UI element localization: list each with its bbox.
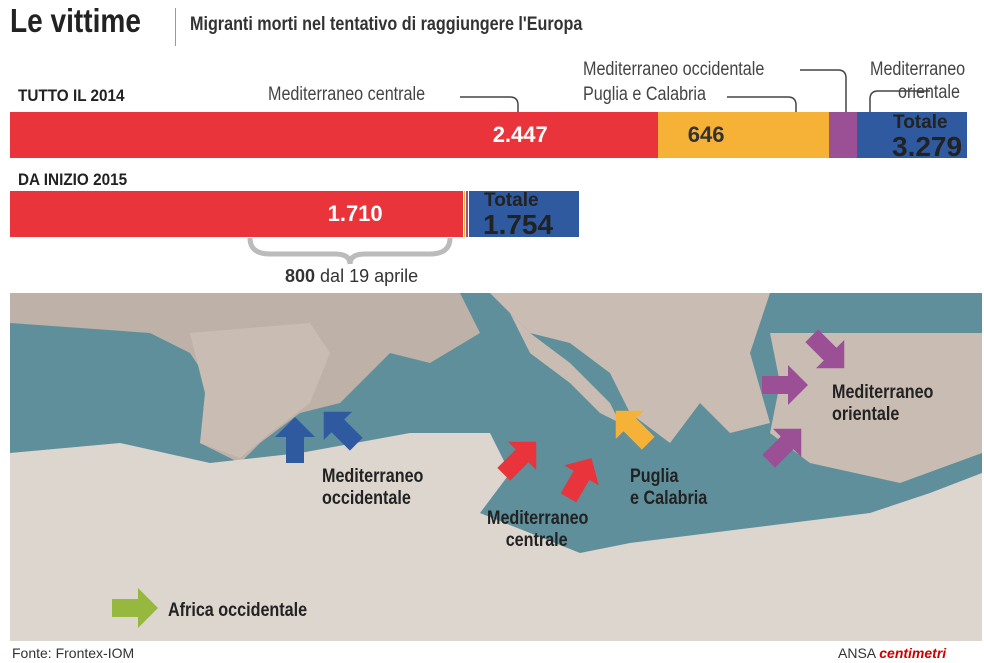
- map-label-eastern-1: Mediterraneo: [832, 382, 934, 403]
- bar-mediterraneo-orientale-1: [467, 191, 579, 237]
- total-label-2014: Totale: [893, 112, 948, 133]
- migration-arrow-icon: [615, 410, 655, 450]
- migration-arrow-icon: [560, 458, 599, 503]
- total-label-2015: Totale: [484, 190, 539, 211]
- title: Le vittime: [10, 2, 141, 39]
- label-western: Mediterraneo occidentale: [583, 59, 765, 80]
- land-africa: [10, 433, 982, 641]
- label-eastern-1: Mediterraneo: [870, 59, 966, 80]
- credit-centimetri: centimetri: [879, 645, 947, 661]
- annotation-text: dal 19 aprile: [315, 266, 419, 286]
- mediterranean-map: [10, 293, 982, 641]
- map-label-africa: Africa occidentale: [168, 600, 308, 621]
- map-label-eastern: Mediterraneo orientale: [832, 382, 933, 426]
- migration-arrow-icon: [497, 441, 537, 481]
- total-value-2015: 1.754: [483, 209, 554, 240]
- credit: ANSA centimetri: [838, 645, 946, 661]
- map-label-central-1: Mediterraneo: [487, 508, 589, 529]
- brace: [247, 237, 453, 265]
- row-label-2014: TUTTO IL 2014: [18, 86, 125, 105]
- migration-arrow-icon: [762, 428, 802, 468]
- bar-puglia-e-calabria-0: 646: [657, 112, 829, 158]
- annotation-bold: 800: [285, 266, 316, 286]
- map-label-puglia-2: e Calabria: [630, 488, 708, 509]
- subtitle: Migranti morti nel tentativo di raggiung…: [190, 14, 583, 35]
- migration-arrow-icon: [323, 411, 363, 451]
- migration-arrow-icon: [805, 329, 845, 369]
- label-puglia: Puglia e Calabria: [583, 84, 706, 105]
- map-label-eastern-2: orientale: [832, 404, 900, 425]
- land-turkey: [770, 333, 982, 483]
- value-label: 646: [687, 122, 725, 147]
- map-label-puglia: Puglia e Calabria: [630, 466, 707, 510]
- map-label-central: Mediterraneo centrale: [487, 508, 588, 552]
- map-label-western-1: Mediterraneo: [322, 466, 424, 487]
- map-label-puglia-1: Puglia: [630, 466, 679, 487]
- credit-ansa: ANSA: [838, 645, 876, 661]
- divider: [175, 8, 176, 46]
- value-label: 1.710: [327, 201, 383, 226]
- value-label: 2.447: [492, 122, 548, 147]
- map-label-western-2: occidentale: [322, 488, 411, 509]
- land-italy-balkans: [490, 293, 770, 443]
- map-label-central-2: centrale: [505, 530, 568, 551]
- map-label-western: Mediterraneo occidentale: [322, 466, 423, 510]
- label-eastern-2: orientale: [898, 82, 960, 103]
- leader-lines: [460, 69, 930, 112]
- total-value-2014: 3.279: [892, 131, 963, 162]
- land-iberia: [190, 323, 330, 458]
- migration-arrow-icon: [762, 365, 808, 405]
- migration-arrow-icon: [275, 417, 315, 463]
- bar-mediterraneo-orientale-0: [856, 112, 967, 158]
- bar-mediterraneo-centrale-1: 1.710: [10, 191, 463, 237]
- source: Fonte: Frontex-IOM: [12, 645, 135, 661]
- row-label-2015: DA INIZIO 2015: [18, 170, 128, 189]
- label-central: Mediterraneo centrale: [268, 84, 426, 105]
- migration-arrow-icon: [112, 588, 158, 628]
- bar-mediterraneo-centrale-0: 2.447: [10, 112, 658, 158]
- annotation: 800 dal 19 aprile: [285, 266, 418, 287]
